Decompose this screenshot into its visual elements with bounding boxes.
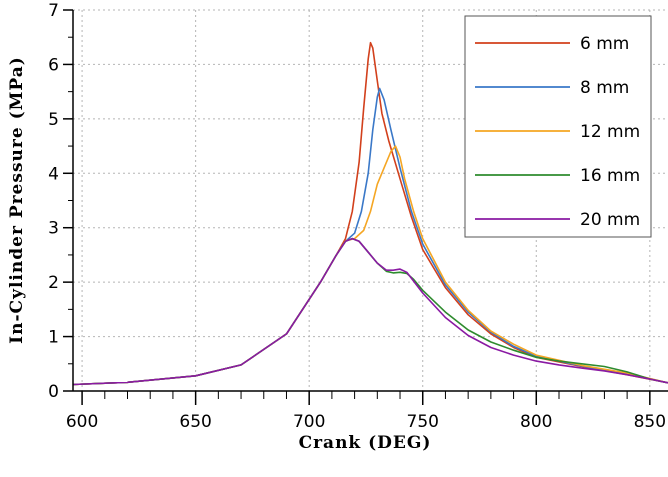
y-tick-label: 7 <box>48 1 59 21</box>
y-tick-label: 6 <box>48 55 59 75</box>
y-tick-label: 0 <box>48 382 59 402</box>
x-tick-label: 850 <box>634 412 666 432</box>
legend-label: 6 mm <box>580 34 629 54</box>
x-tick-label: 750 <box>407 412 439 432</box>
series-line <box>72 237 668 386</box>
x-tick-label: 650 <box>179 412 211 432</box>
legend-label: 8 mm <box>580 78 629 98</box>
x-axis-title: Crank (DEG) <box>299 433 432 453</box>
y-tick-label: 1 <box>48 328 59 348</box>
y-tick-label: 3 <box>48 219 59 239</box>
y-axis-title: In-Cylinder Pressure (MPa) <box>7 56 27 344</box>
x-tick-label: 600 <box>66 412 98 432</box>
legend: 6 mm 8 mm 12 mm 16 mm 20 mm <box>464 15 652 238</box>
legend-box <box>464 15 652 238</box>
x-tick-label: 700 <box>293 412 325 432</box>
legend-label: 20 mm <box>580 210 640 230</box>
ticks: 600 650 700 750 800 850 0 1 2 3 4 5 6 7 <box>48 1 666 432</box>
legend-label: 12 mm <box>580 122 640 142</box>
y-tick-label: 5 <box>48 110 59 130</box>
y-tick-label: 4 <box>48 164 59 184</box>
y-tick-label: 2 <box>48 273 59 293</box>
legend-label: 16 mm <box>580 166 640 186</box>
series-line <box>72 237 668 386</box>
series-lines <box>72 41 668 386</box>
x-tick-label: 800 <box>520 412 552 432</box>
